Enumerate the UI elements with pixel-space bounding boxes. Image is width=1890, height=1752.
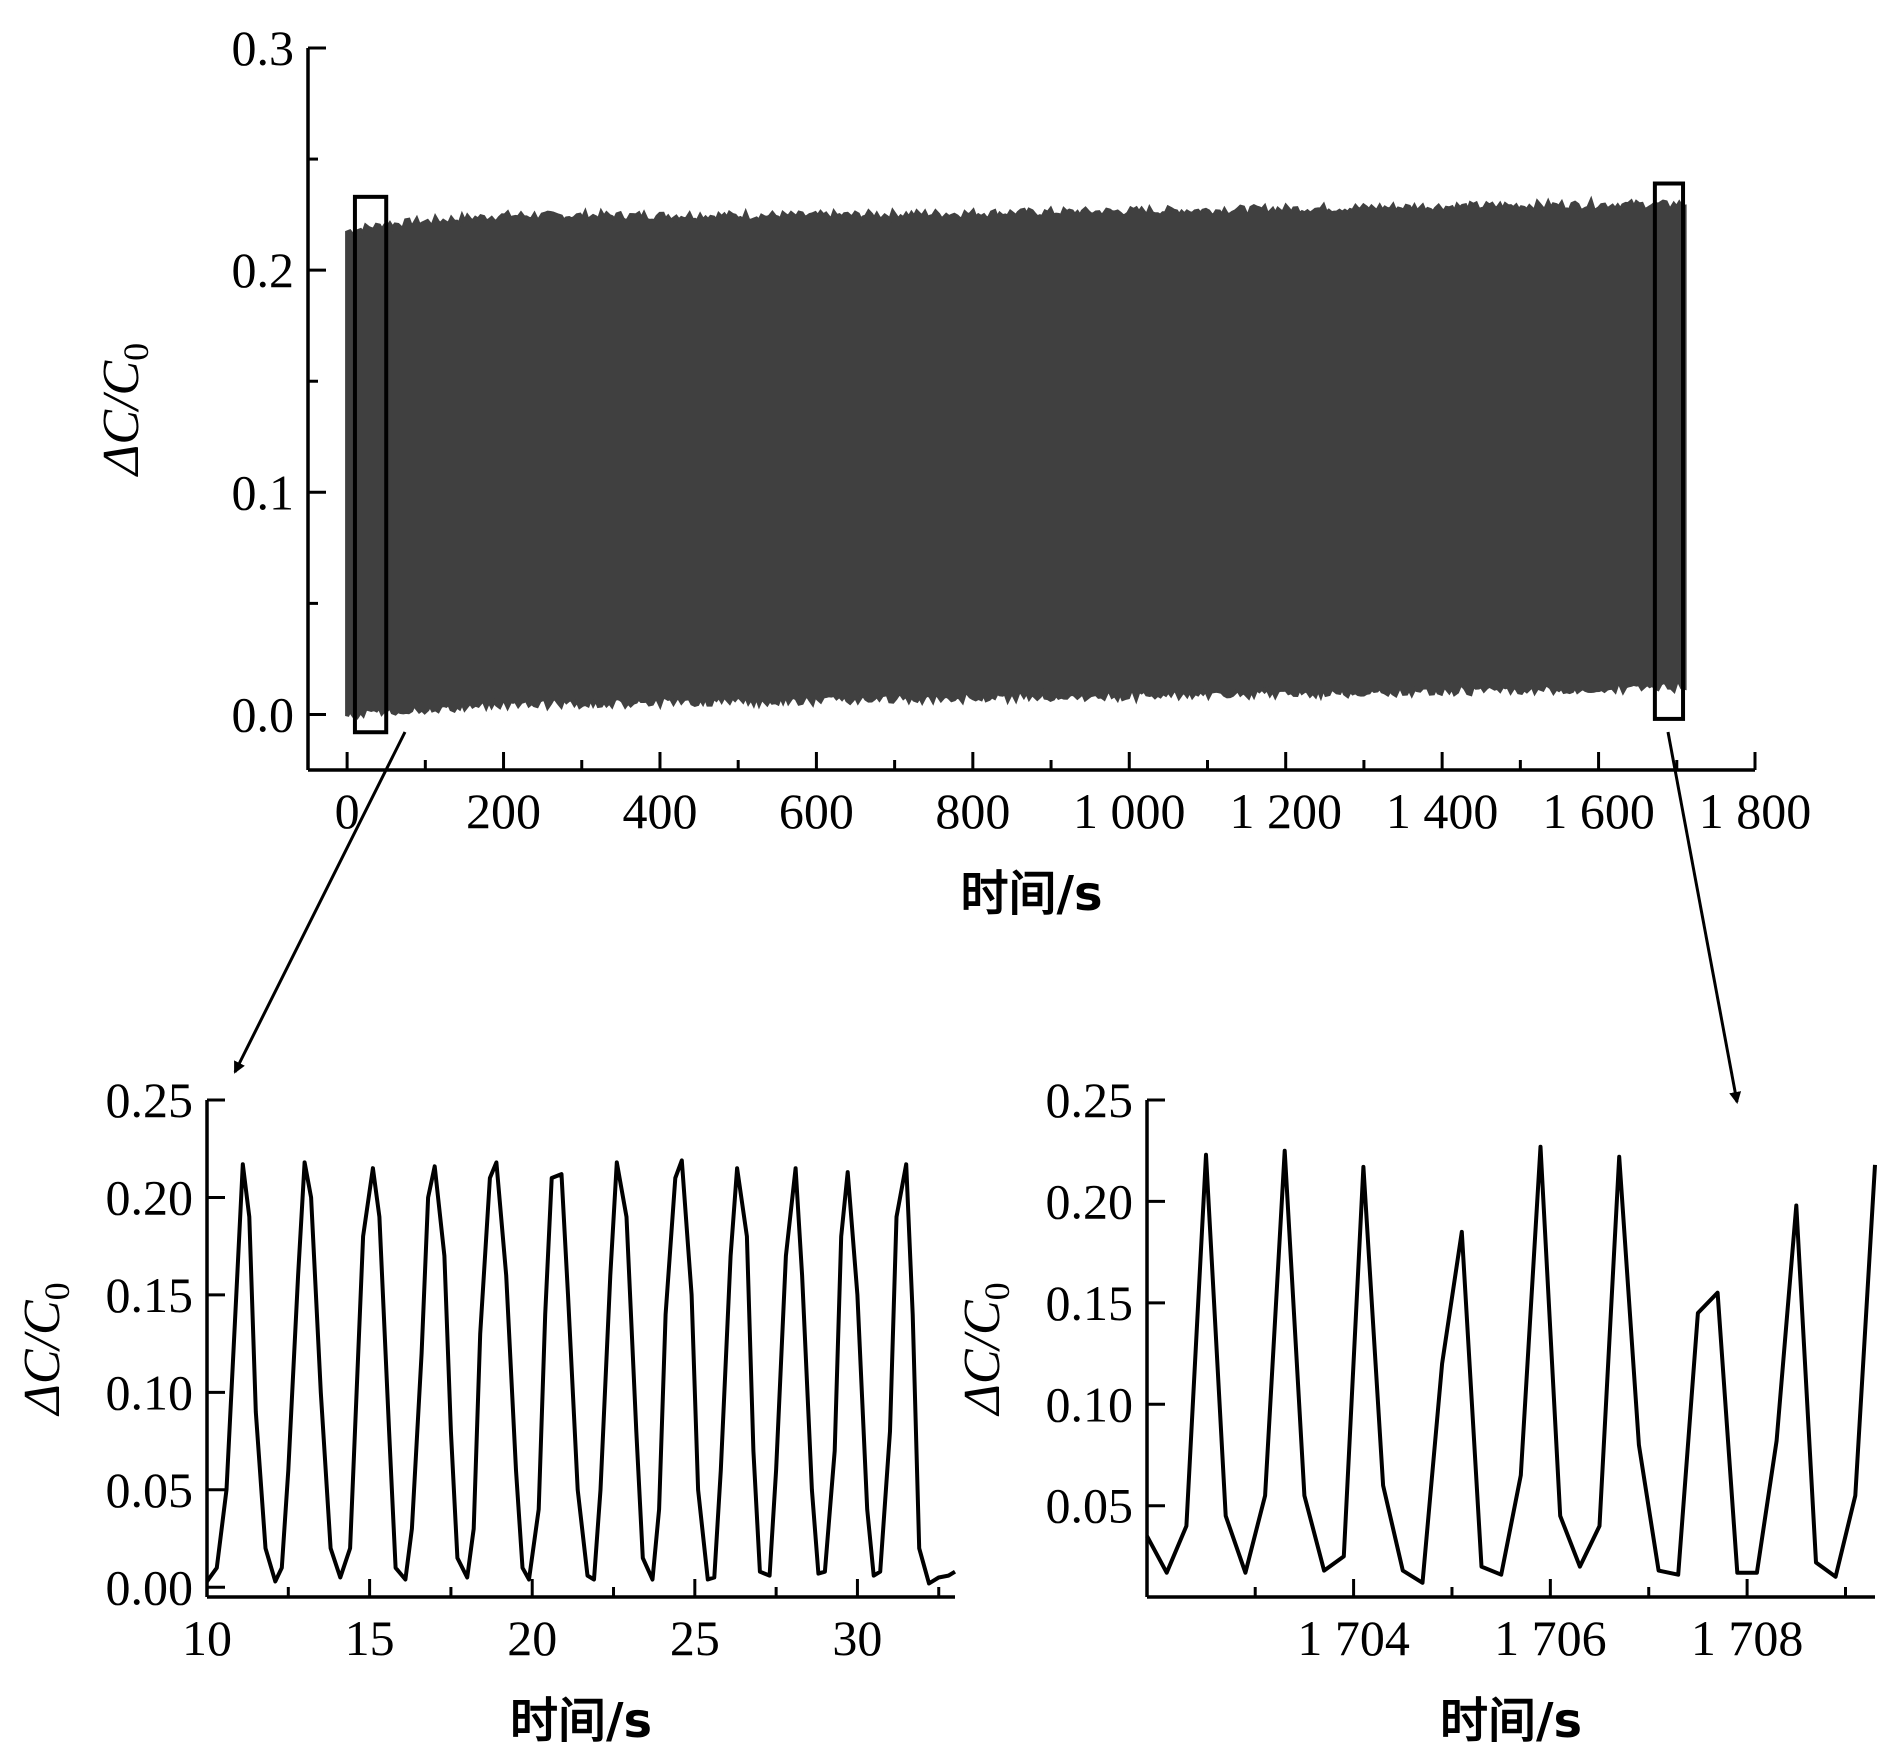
end-y-axis-title: ΔC/C0 (954, 1282, 1017, 1416)
right-y-tick-label: 0.05 (1046, 1478, 1134, 1534)
right-x-tick-label: 1 704 (1297, 1610, 1410, 1666)
left-x-tick-label: 10 (182, 1610, 232, 1666)
end-signal-line (1145, 1144, 1877, 1585)
start-x-axis-title: 时间/s (510, 1693, 652, 1749)
top-y-tick-label: 0.3 (232, 20, 295, 76)
zoom-arrow-left (233, 731, 407, 1074)
top-x-tick-label: 1 800 (1699, 783, 1812, 839)
zoom-arrow-right (1666, 731, 1742, 1104)
top-y-tick-label: 0.0 (232, 686, 295, 742)
top-y-tick-label: 0.1 (232, 464, 295, 520)
left-x-tick-label: 30 (832, 1610, 882, 1666)
left-x-tick-label: 25 (670, 1610, 720, 1666)
main-x-axis-title: 时间/s (960, 866, 1102, 922)
left-x-tick-label: 15 (345, 1610, 395, 1666)
top-y-tick-label: 0.2 (232, 242, 295, 298)
right-x-tick-label: 1 708 (1691, 1610, 1804, 1666)
main-chart: 0.00.10.20.30 200 400 600 800 1 000 1 200 1 400… (93, 20, 1811, 922)
right-y-tick-label: 0.25 (1046, 1072, 1134, 1128)
left-y-tick-label: 0.00 (106, 1559, 194, 1615)
top-x-tick-label: 1 400 (1386, 783, 1499, 839)
top-x-tick-label: 200 (466, 783, 541, 839)
end-x-axis-title: 时间/s (1440, 1693, 1582, 1749)
top-x-tick-label: 400 (622, 783, 697, 839)
top-x-tick-label: 1 600 (1542, 783, 1655, 839)
right-y-tick-label: 0.15 (1046, 1275, 1134, 1331)
start-signal-line (205, 1158, 957, 1586)
left-y-tick-label: 0.15 (106, 1267, 194, 1323)
left-y-tick-label: 0.05 (106, 1462, 194, 1518)
top-x-tick-label: 1 200 (1229, 783, 1342, 839)
main-signal-band (345, 195, 1687, 720)
start-y-axis-title: ΔC/C0 (14, 1282, 77, 1416)
zoom-chart-end: 0.05 0.10 0.15 0.20 0.25 1 704 1 706 1 708 时间/s… (954, 1072, 1877, 1749)
top-x-tick-label: 800 (935, 783, 1010, 839)
main-y-axis-title: ΔC/C0 (93, 343, 156, 477)
left-y-tick-label: 0.20 (106, 1169, 194, 1225)
zoom-arrows (233, 731, 1742, 1104)
left-x-tick-label: 20 (507, 1610, 557, 1666)
zoom-box-end (1652, 181, 1686, 721)
right-x-tick-label: 1 706 (1494, 1610, 1607, 1666)
right-y-tick-label: 0.20 (1046, 1173, 1134, 1229)
right-y-tick-label: 0.10 (1046, 1376, 1134, 1432)
top-x-tick-label: 600 (779, 783, 854, 839)
left-y-tick-label: 0.25 (106, 1072, 194, 1128)
left-y-tick-label: 0.10 (106, 1364, 194, 1420)
zoom-box-start (352, 194, 389, 735)
top-x-tick-label: 1 000 (1073, 783, 1186, 839)
